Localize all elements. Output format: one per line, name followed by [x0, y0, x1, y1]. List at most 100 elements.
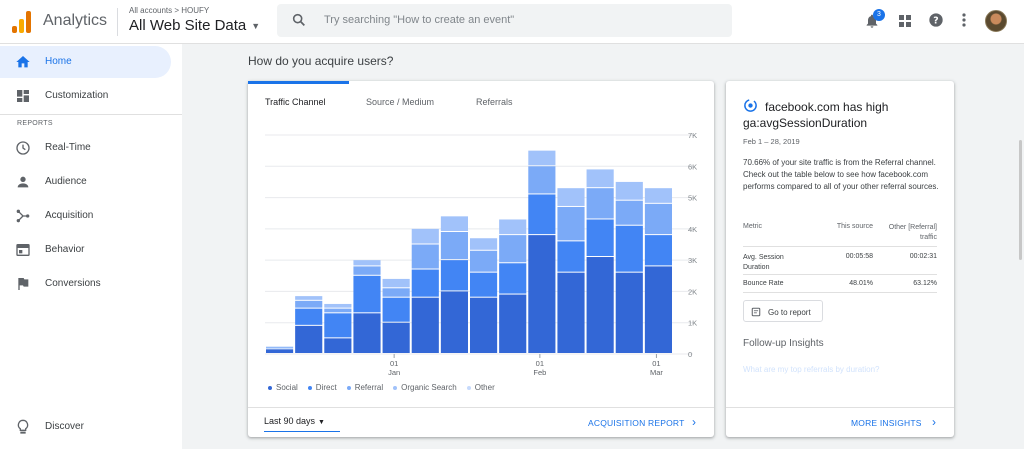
bar-segment-organic-search[interactable] [353, 260, 381, 266]
analytics-logo-icon[interactable] [12, 11, 32, 33]
bar-segment-direct[interactable] [266, 347, 294, 349]
bar-segment-organic-search[interactable] [382, 278, 410, 288]
y-tick-label: 2K [688, 287, 697, 296]
sidebar-item-behavior[interactable]: Behavior [0, 234, 171, 266]
property-selector[interactable]: All Web Site Data ▼ [129, 17, 260, 34]
bar-segment-social[interactable] [615, 272, 643, 353]
bar-segment-direct[interactable] [644, 235, 672, 266]
bar-segment-social[interactable] [557, 272, 585, 353]
more-insights-link[interactable]: MORE INSIGHTS [851, 418, 922, 428]
bar-segment-direct[interactable] [499, 263, 527, 294]
bar-segment-direct[interactable] [411, 269, 439, 297]
legend-item-direct[interactable]: Direct [307, 383, 337, 392]
more-vert-icon[interactable] [960, 12, 968, 28]
acquisition-report-link[interactable]: ACQUISITION REPORT [588, 418, 685, 428]
bar-segment-organic-search[interactable] [557, 188, 585, 206]
chevron-right-icon[interactable]: › [692, 415, 696, 429]
bar-segment-referral[interactable] [324, 308, 352, 313]
bar-segment-referral[interactable] [411, 244, 439, 269]
bar-segment-social[interactable] [266, 349, 294, 353]
sidebar-item-label: Acquisition [45, 210, 94, 221]
search-input[interactable]: Try searching "How to create an event" [324, 14, 515, 26]
bar-segment-social[interactable] [499, 294, 527, 353]
bar-segment-referral[interactable] [586, 188, 614, 219]
chart-legend: Social Direct Referral Organic Search Other [268, 383, 505, 392]
bar-segment-direct[interactable] [557, 241, 585, 272]
followup-question-link[interactable]: What are my top referrals by duration? [743, 365, 880, 374]
bar-segment-social[interactable] [411, 297, 439, 353]
go-to-report-button[interactable]: Go to report [743, 300, 823, 322]
tab-source-medium[interactable]: Source / Medium [366, 97, 435, 107]
legend-label: Social [276, 383, 298, 392]
bar-segment-social[interactable] [440, 291, 468, 353]
bar-segment-social[interactable] [353, 313, 381, 353]
bar-segment-organic-search[interactable] [586, 169, 614, 188]
bar-segment-direct[interactable] [353, 275, 381, 313]
legend-item-organic-search[interactable]: Organic Search [393, 383, 457, 392]
bar-segment-organic-search[interactable] [499, 219, 527, 235]
page-scrollbar[interactable] [1019, 140, 1022, 260]
chevron-right-icon[interactable]: › [932, 415, 936, 429]
bar-segment-social[interactable] [644, 266, 672, 353]
this-source-value: 00:05:58 [845, 253, 873, 260]
active-tab-indicator [248, 81, 349, 84]
bar-segment-organic-search[interactable] [411, 228, 439, 244]
bar-segment-organic-search[interactable] [528, 150, 556, 166]
bar-segment-referral[interactable] [295, 300, 323, 308]
sidebar-item-label: Customization [45, 90, 109, 101]
bar-segment-referral[interactable] [470, 250, 498, 272]
sidebar-item-real-time[interactable]: Real-Time [0, 132, 171, 164]
bar-segment-social[interactable] [470, 297, 498, 353]
bar-segment-organic-search[interactable] [470, 238, 498, 250]
sidebar-item-home[interactable]: Home [0, 46, 171, 78]
bar-segment-social[interactable] [586, 257, 614, 353]
bar-segment-direct[interactable] [470, 272, 498, 297]
bar-segment-social[interactable] [295, 325, 323, 353]
bar-segment-organic-search[interactable] [324, 303, 352, 308]
bar-segment-referral[interactable] [382, 288, 410, 297]
bar-segment-social[interactable] [528, 235, 556, 353]
bar-segment-referral[interactable] [528, 166, 556, 194]
bar-segment-referral[interactable] [615, 200, 643, 225]
legend-item-referral[interactable]: Referral [346, 383, 383, 392]
bar-segment-social[interactable] [382, 322, 410, 353]
help-icon[interactable]: ? [928, 12, 944, 28]
bar-segment-direct[interactable] [615, 225, 643, 272]
sidebar-item-label: Audience [45, 176, 87, 187]
bar-segment-direct[interactable] [528, 194, 556, 235]
followup-insights-heading: Follow-up Insights [743, 338, 824, 349]
bar-segment-referral[interactable] [644, 203, 672, 235]
apps-grid-icon[interactable] [898, 14, 912, 28]
bar-segment-referral[interactable] [557, 206, 585, 241]
account-breadcrumb[interactable]: All accounts > HOUFY [129, 6, 210, 15]
sidebar-item-audience[interactable]: Audience [0, 166, 171, 198]
bar-segment-direct[interactable] [586, 219, 614, 257]
bar-segment-referral[interactable] [499, 235, 527, 263]
bar-segment-direct[interactable] [382, 297, 410, 322]
page-title: How do you acquire users? [248, 54, 394, 68]
sidebar-item-conversions[interactable]: Conversions [0, 268, 171, 300]
bar-segment-direct[interactable] [295, 308, 323, 325]
tab-traffic-channel[interactable]: Traffic Channel [265, 97, 326, 107]
legend-item-other[interactable]: Other [466, 383, 495, 392]
bar-segment-direct[interactable] [324, 313, 352, 338]
search-bar[interactable]: Try searching "How to create an event" [277, 4, 732, 37]
lightbulb-icon [17, 419, 29, 434]
tab-referrals[interactable]: Referrals [476, 97, 513, 107]
sidebar-item-acquisition[interactable]: Acquisition [0, 200, 171, 232]
x-tick-month-label: Jan [388, 368, 400, 377]
legend-item-social[interactable]: Social [268, 383, 298, 392]
sidebar-item-label: Discover [45, 421, 84, 432]
sidebar-item-customization[interactable]: Customization [0, 80, 171, 112]
date-range-selector[interactable]: Last 90 days ▼ [264, 416, 340, 432]
bar-segment-referral[interactable] [353, 266, 381, 275]
bar-segment-organic-search[interactable] [440, 216, 468, 231]
bar-segment-organic-search[interactable] [295, 296, 323, 300]
bar-segment-direct[interactable] [440, 260, 468, 291]
bar-segment-organic-search[interactable] [615, 181, 643, 200]
sidebar-item-discover[interactable]: Discover [0, 411, 171, 443]
bar-segment-organic-search[interactable] [644, 188, 672, 203]
avatar[interactable] [985, 10, 1007, 32]
bar-segment-referral[interactable] [440, 231, 468, 260]
bar-segment-social[interactable] [324, 338, 352, 353]
